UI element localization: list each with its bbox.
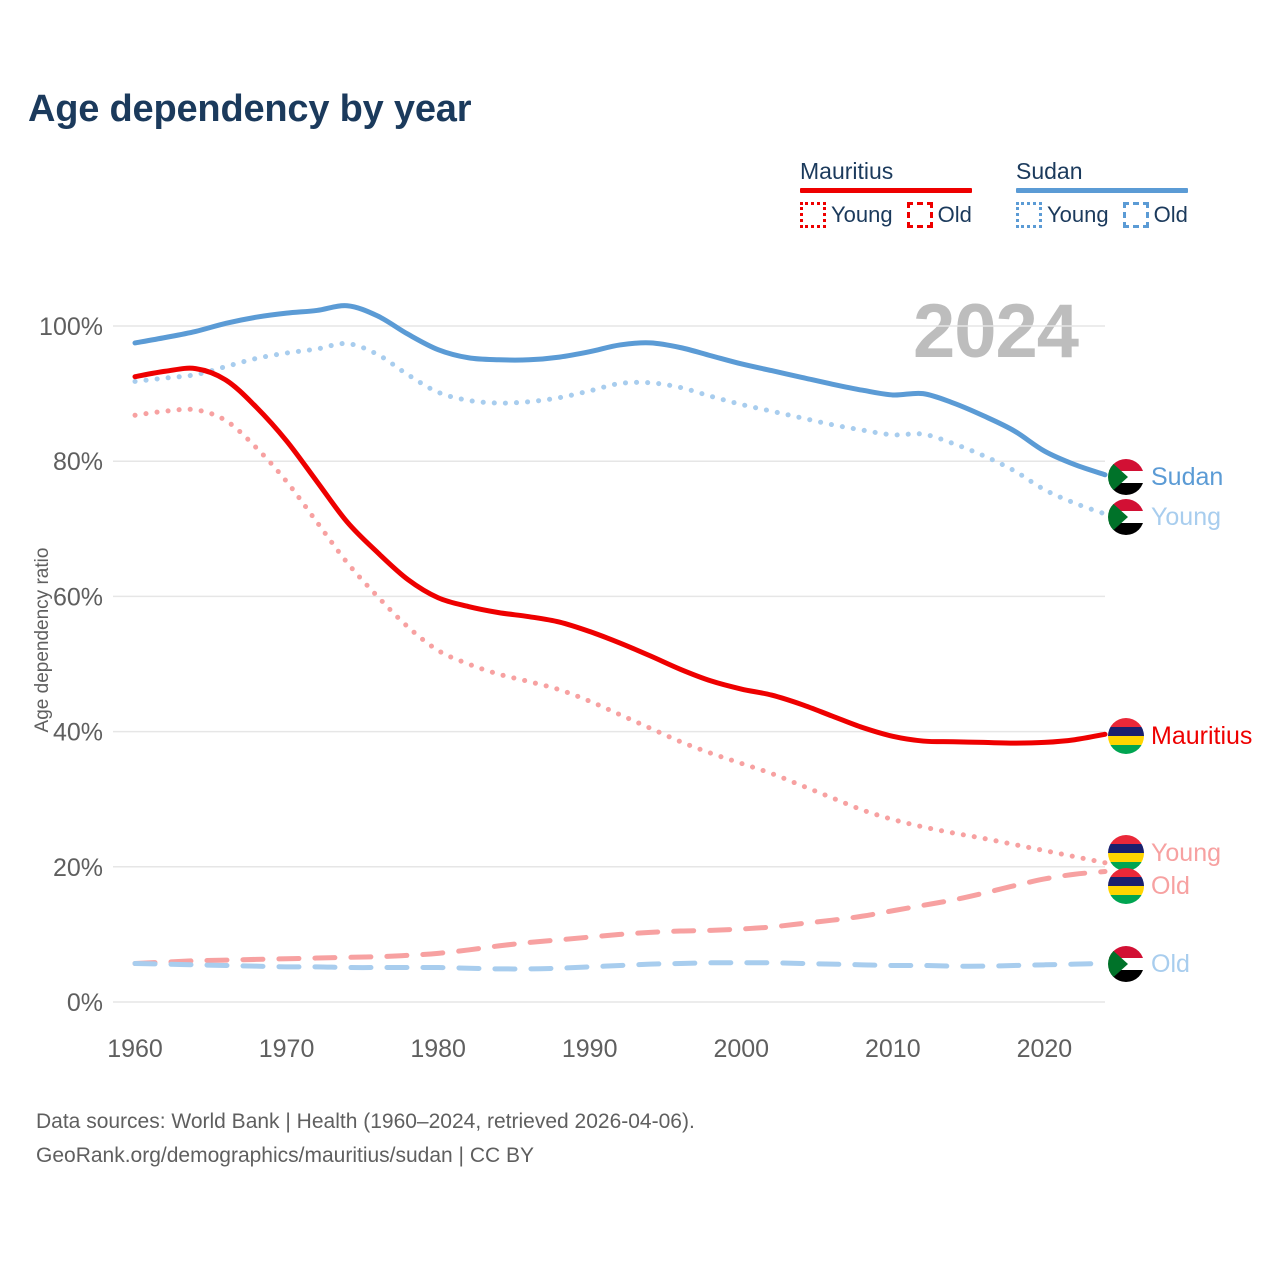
end-label-sd-old-5[interactable]: Old: [1108, 946, 1190, 982]
mauritius-flag-icon: [1108, 718, 1144, 754]
end-label-text: Old: [1151, 949, 1190, 978]
y-axis-tick-labels: 0% 20% 40% 60% 80% 100%: [39, 313, 103, 1017]
footer-line-1: Data sources: World Bank | Health (1960–…: [36, 1110, 695, 1133]
legend-group-mauritius: Mauritius Young Old: [800, 158, 972, 228]
mauritius-flag-icon: [1108, 868, 1144, 904]
sudan-flag-icon: [1108, 459, 1144, 495]
x-axis-tick-label: 1970: [259, 1035, 315, 1063]
x-axis-tick-label: 1990: [562, 1035, 618, 1063]
x-axis-tick-label: 1980: [410, 1035, 466, 1063]
legend-label-mauritius-young[interactable]: Young: [831, 202, 893, 227]
legend-rule-mauritius: [800, 188, 972, 193]
end-label-sd-young-1[interactable]: Young: [1108, 499, 1221, 535]
end-label-text: Young: [1151, 502, 1221, 531]
sudan-flag-icon: [1108, 946, 1144, 982]
series-line-mauritius-total: [132, 365, 1108, 746]
end-label-text: Mauritius: [1151, 721, 1253, 750]
y-axis-tick-label: 40%: [53, 719, 103, 747]
y-axis-tick-label: 80%: [53, 448, 103, 476]
legend-label-sudan-young[interactable]: Young: [1046, 202, 1109, 227]
series-line-sudan-old: [132, 960, 1108, 972]
legend-group-sudan: Sudan Young Old: [1015, 158, 1188, 228]
end-label-sd-sudan-0[interactable]: Sudan: [1108, 459, 1223, 495]
legend-country-mauritius[interactable]: Mauritius: [800, 158, 894, 184]
chart-legend: Mauritius Young Old Sudan Young Old: [800, 158, 1260, 228]
sudan-flag-icon: [1108, 499, 1144, 535]
end-label-mu-young-3[interactable]: Young: [1108, 835, 1221, 871]
series-lines: [132, 303, 1108, 972]
y-axis-tick-label: 20%: [53, 854, 103, 882]
y-axis-tick-label: 100%: [39, 313, 103, 341]
end-label-mu-mauritius-2[interactable]: Mauritius: [1108, 718, 1252, 754]
watermark-year: 2024: [913, 289, 1079, 374]
y-axis-tick-label: 0%: [67, 989, 103, 1017]
legend-rule-sudan: [1015, 188, 1188, 193]
x-axis-tick-label: 1960: [107, 1035, 163, 1063]
y-axis-tick-label: 60%: [53, 583, 103, 611]
x-axis-tick-label: 2010: [865, 1035, 921, 1063]
page-title: Age dependency by year: [28, 88, 472, 130]
legend-country-sudan[interactable]: Sudan: [1015, 158, 1083, 184]
footer-sources: Data sources: World Bank | Health (1960–…: [36, 1105, 695, 1173]
legend-swatch-mauritius-old[interactable]: [906, 202, 933, 228]
x-axis-tick-labels: 1960 1970 1980 1990 2000 2010 2020: [107, 1035, 1072, 1063]
x-axis-tick-label: 2000: [713, 1035, 769, 1063]
gridlines: [113, 325, 1105, 1003]
legend-swatch-mauritius-young[interactable]: [800, 202, 826, 228]
series-line-mauritius-young: [132, 406, 1108, 866]
legend-label-mauritius-old[interactable]: Old: [937, 202, 972, 227]
end-label-text: Young: [1151, 838, 1221, 867]
legend-swatch-sudan-young[interactable]: [1015, 202, 1042, 228]
end-label-text: Old: [1151, 871, 1190, 900]
y-axis-label: Age dependency ratio: [32, 548, 53, 733]
legend-swatch-sudan-old[interactable]: [1122, 202, 1149, 228]
mauritius-flag-icon: [1108, 835, 1144, 871]
footer-line-2: GeoRank.org/demographics/mauritius/sudan…: [36, 1144, 535, 1168]
end-label-text: Sudan: [1151, 462, 1224, 491]
x-axis-tick-label: 2020: [1017, 1035, 1073, 1063]
legend-label-sudan-old[interactable]: Old: [1153, 202, 1188, 227]
end-label-mu-old-4[interactable]: Old: [1108, 868, 1190, 904]
series-line-mauritius-old: [132, 869, 1108, 966]
